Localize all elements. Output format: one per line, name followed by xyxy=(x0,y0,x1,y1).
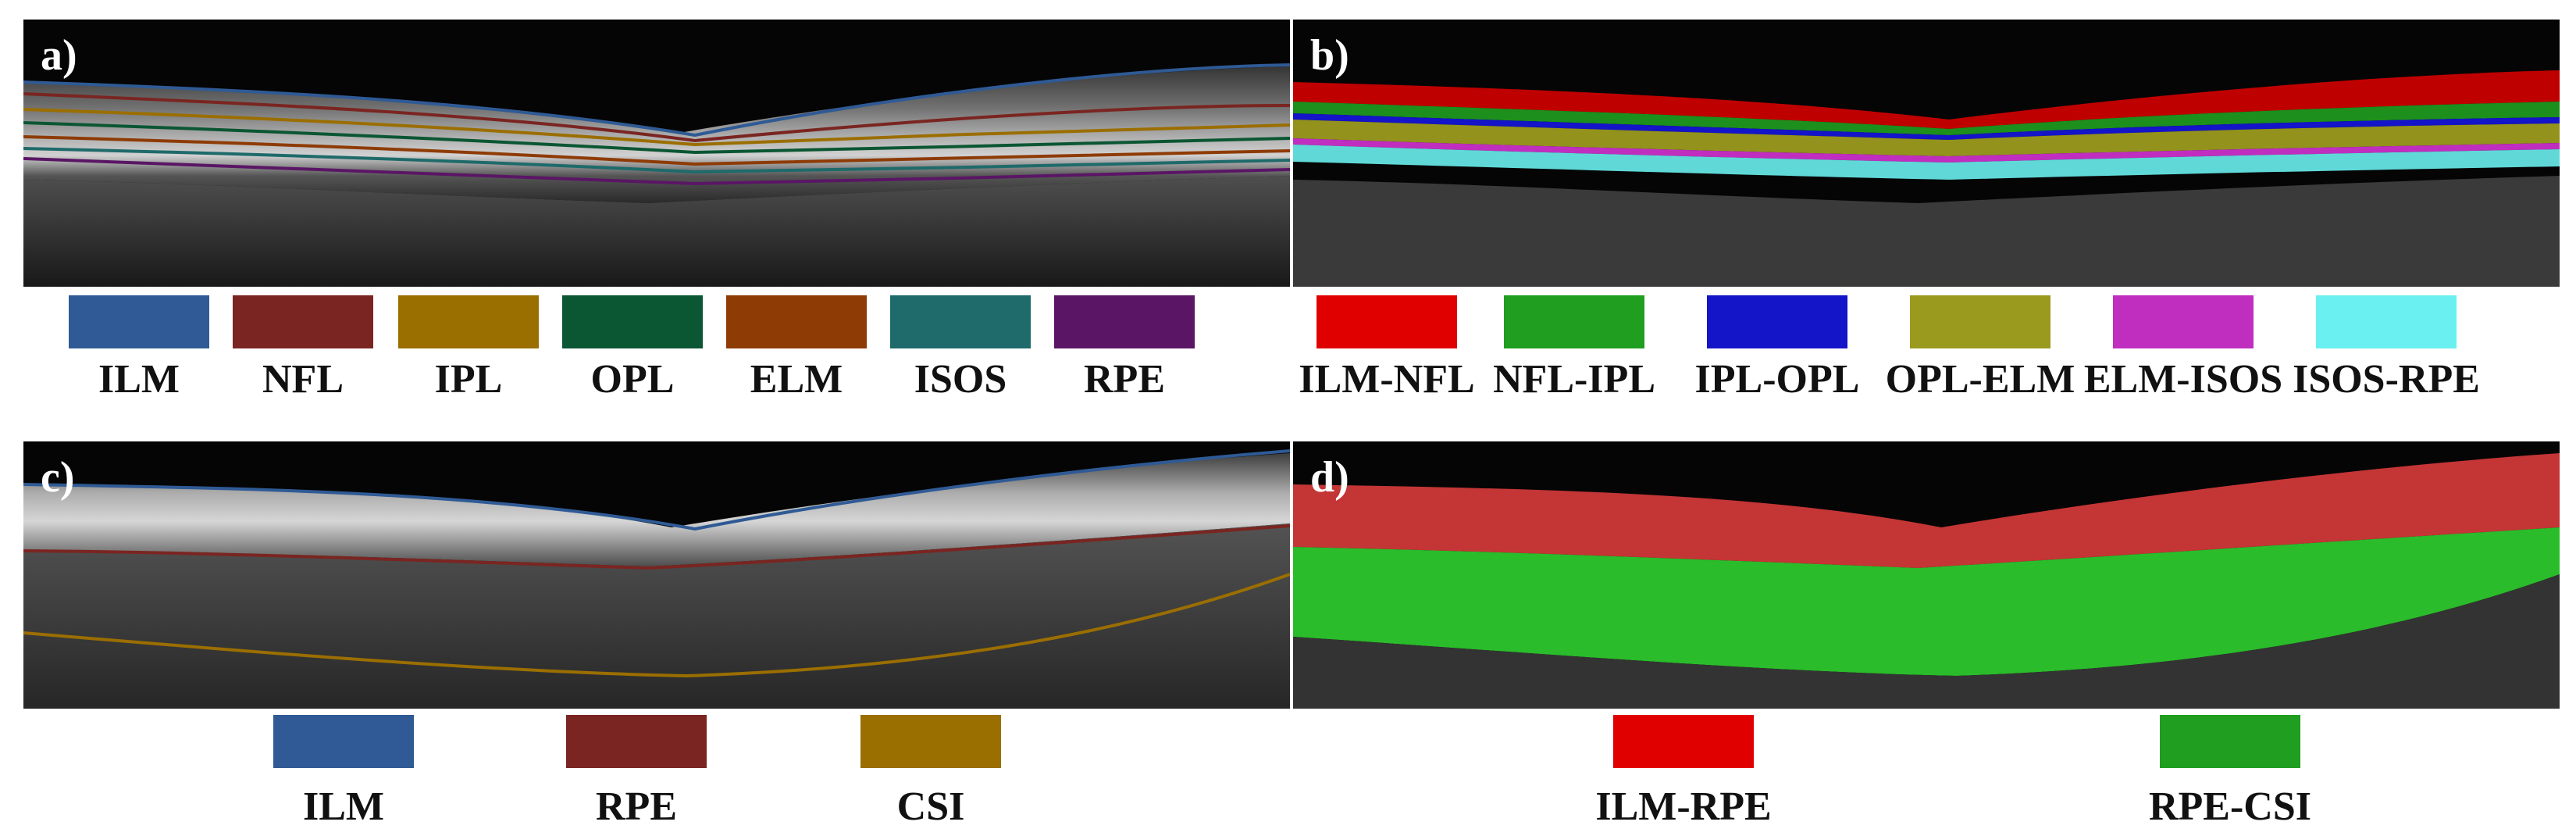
oct-panel-c: c) xyxy=(23,441,1290,709)
legend-label-ilm-rpe: ILM-RPE xyxy=(1595,784,1772,829)
legend-item-ilm: ILM xyxy=(69,295,209,413)
oct-panel-d: d) xyxy=(1293,441,2560,709)
legend-item-ilm-nfl: ILM-NFL xyxy=(1299,295,1475,413)
legend-label-ilm: ILM xyxy=(98,357,180,402)
legend-item-csi: CSI xyxy=(860,715,1001,832)
legend-label-opl-elm: OPL-ELM xyxy=(1885,357,2075,402)
oct-segmentation-image-d xyxy=(1293,453,2560,709)
legend-label-nfl: NFL xyxy=(262,357,344,402)
legend-label-ilm-nfl: ILM-NFL xyxy=(1299,357,1475,402)
legend-label-elm-isos: ELM-ISOS xyxy=(2083,357,2283,402)
legend-item-opl-elm: OPL-ELM xyxy=(1886,295,2075,413)
legend-label-opl: OPL xyxy=(590,357,675,402)
legend-label-isos: ISOS xyxy=(914,357,1007,402)
legend-item-opl: OPL xyxy=(562,295,703,413)
legend-item-nfl-ipl: NFL-IPL xyxy=(1493,295,1655,413)
legend-swatch-ipl xyxy=(398,295,539,348)
oct-segmentation-image-b xyxy=(1293,70,2560,287)
legend-swatch-csi xyxy=(860,715,1001,768)
oct-panel-a: a) xyxy=(23,20,1290,287)
legend-label-csi: CSI xyxy=(896,784,965,829)
legend-swatch-isos-rpe xyxy=(2316,295,2457,348)
legend-item-elm: ELM xyxy=(726,295,867,413)
legend-swatch-isos xyxy=(890,295,1031,348)
legend-swatch-rpe-csi xyxy=(2160,715,2300,768)
legend-swatch-nfl-ipl xyxy=(1504,295,1644,348)
legend-item-elm-isos: ELM-ISOS xyxy=(2084,295,2282,413)
legend-label-ilm: ILM xyxy=(303,784,384,829)
legend-swatch-opl-elm xyxy=(1910,295,2050,348)
legend-swatch-ipl-opl xyxy=(1707,295,1847,348)
legend-label-ipl-opl: IPL-OPL xyxy=(1694,357,1860,402)
legend-swatch-rpe xyxy=(566,715,707,768)
legend-panel-b: ILM-NFL NFL-IPL IPL-OPL OPL-ELM ELM-ISOS ISOS… xyxy=(1293,295,2560,413)
legend-swatch-elm-isos xyxy=(2113,295,2254,348)
legend-label-rpe: RPE xyxy=(1084,357,1165,402)
legend-item-isos-rpe: ISOS-RPE xyxy=(2293,295,2480,413)
legend-item-rpe: RPE xyxy=(566,715,707,832)
legend-item-ilm-rpe: ILM-RPE xyxy=(1595,715,1772,832)
legend-swatch-opl xyxy=(562,295,703,348)
legend-label-rpe: RPE xyxy=(596,784,677,829)
legend-panel-c: ILM RPE CSI xyxy=(23,715,1290,832)
legend-item-isos: ISOS xyxy=(890,295,1031,413)
legend-label-ipl: IPL xyxy=(434,357,503,402)
panel-label-b: b) xyxy=(1310,31,1349,80)
panel-label-a: a) xyxy=(41,31,77,80)
legend-item-rpe: RPE xyxy=(1054,295,1195,413)
legend-swatch-ilm-nfl xyxy=(1317,295,1457,348)
legend-label-elm: ELM xyxy=(750,357,843,402)
legend-swatch-rpe xyxy=(1054,295,1195,348)
legend-swatch-ilm-rpe xyxy=(1613,715,1754,768)
legend-item-ipl: IPL xyxy=(398,295,539,413)
legend-label-nfl-ipl: NFL-IPL xyxy=(1493,357,1655,402)
oct-scan-image-a xyxy=(23,63,1290,287)
legend-swatch-elm xyxy=(726,295,867,348)
oct-panel-b: b) xyxy=(1293,20,2560,287)
legend-swatch-ilm xyxy=(273,715,414,768)
legend-item-ilm: ILM xyxy=(273,715,414,832)
legend-label-isos-rpe: ISOS-RPE xyxy=(2293,357,2480,402)
panel-label-c: c) xyxy=(41,453,75,502)
legend-item-rpe-csi: RPE-CSI xyxy=(2149,715,2311,832)
oct-scan-image-c xyxy=(23,449,1290,709)
legend-swatch-nfl xyxy=(233,295,373,348)
legend-label-rpe-csi: RPE-CSI xyxy=(2148,784,2312,829)
panel-label-d: d) xyxy=(1310,453,1349,502)
legend-item-ipl-opl: IPL-OPL xyxy=(1695,295,1859,413)
legend-panel-a: ILM NFL IPL OPL ELM ISOS RPE xyxy=(23,295,1290,413)
legend-swatch-ilm xyxy=(69,295,209,348)
legend-item-nfl: NFL xyxy=(233,295,373,413)
legend-panel-d: ILM-RPE RPE-CSI xyxy=(1293,715,2560,832)
